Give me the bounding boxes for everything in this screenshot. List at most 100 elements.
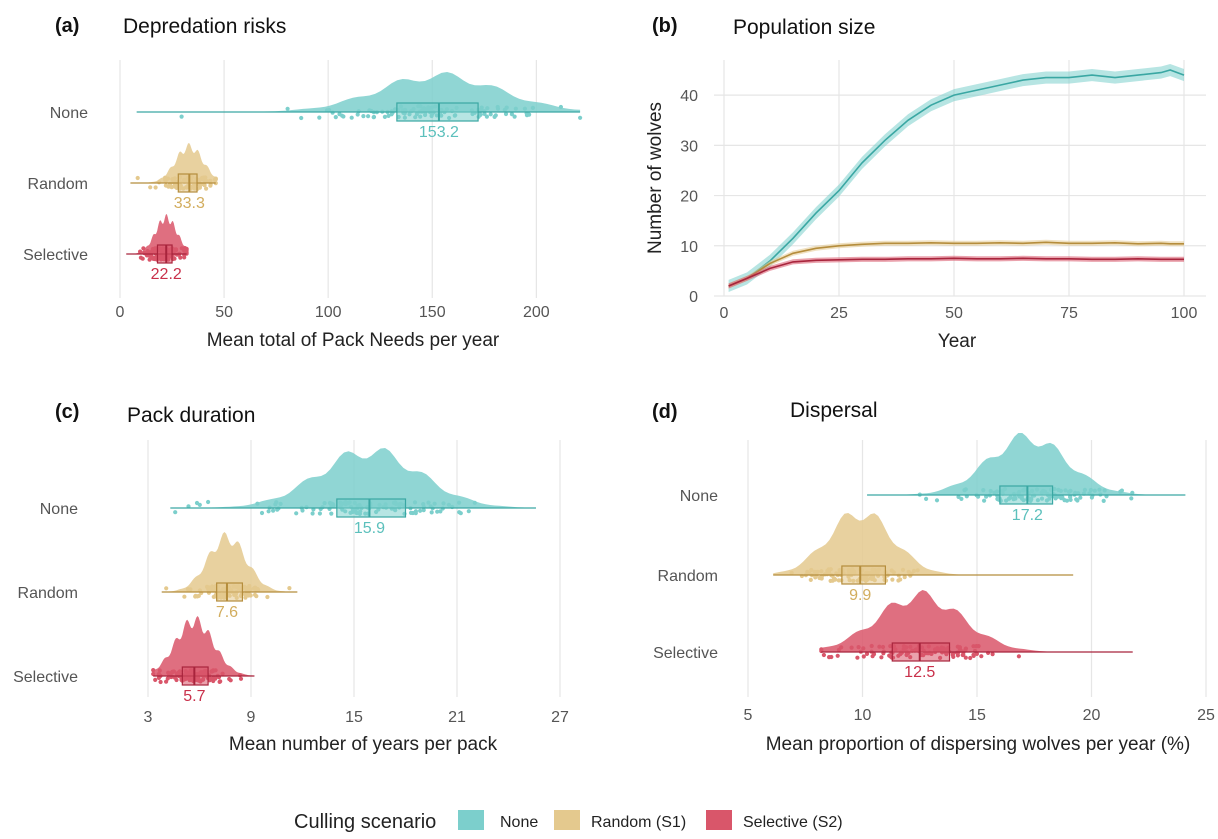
data-point-none [408,510,414,515]
data-point-selective [990,652,995,657]
data-point-selective [166,671,172,677]
density-cloud-random [773,513,1074,575]
median-label-none: 153.2 [419,124,459,141]
data-point-none [512,114,517,119]
panel-title: Depredation risks [123,15,286,38]
x-tick-label: 25 [1197,707,1215,724]
data-point-none [371,115,376,120]
x-tick-label: 20 [1083,707,1101,724]
data-point-none [1129,496,1134,501]
data-point-none [355,112,360,117]
data-point-none [429,510,434,515]
data-point-random [911,568,917,574]
data-point-none [173,510,178,515]
data-point-none [1130,490,1135,495]
data-point-selective [165,676,170,681]
data-point-none [333,115,338,120]
data-point-none [317,115,322,120]
data-point-none [259,510,265,516]
density-cloud-selective [821,590,1133,652]
data-point-random [890,577,895,582]
data-point-random [896,578,901,583]
data-point-selective [861,654,866,659]
data-point-none [488,112,493,117]
median-label-random: 9.9 [849,587,871,604]
data-point-selective [209,669,214,674]
median-label-selective: 12.5 [904,664,935,681]
data-point-none [527,112,532,117]
legend-swatch-selective [706,810,732,830]
data-point-none [558,104,564,110]
data-point-none [361,114,366,119]
data-point-none [428,504,433,509]
data-point-random [163,179,168,184]
data-point-selective [164,679,169,684]
x-tick-label: 15 [345,709,363,726]
category-label: Selective [23,247,88,264]
data-point-none [310,511,315,516]
data-point-selective [888,644,893,649]
data-point-none [266,509,271,514]
box-none [336,498,407,518]
data-point-none [356,109,361,114]
density-cloud-none [136,72,581,112]
data-point-none [1119,488,1124,493]
legend-label-none: None [500,814,538,831]
x-tick-label: 3 [144,709,153,726]
data-point-random [193,594,198,599]
median-label-none: 15.9 [354,520,385,537]
data-point-none [484,114,489,119]
data-point-none [472,500,477,505]
legend: Culling scenario None Random (S1) Select… [294,810,843,833]
legend-title: Culling scenario [294,811,436,833]
data-point-selective [864,651,870,657]
data-point-random [196,593,201,599]
data-point-random [248,593,253,598]
category-label: Selective [653,645,718,662]
data-point-selective [153,249,158,254]
data-point-selective [138,255,143,260]
data-point-none [393,107,398,112]
data-point-none [412,500,418,505]
data-point-none [988,488,993,494]
legend-swatch-none [458,810,484,830]
data-point-none [503,111,509,117]
data-point-none [982,498,987,503]
data-point-random [265,594,270,600]
data-point-selective [220,671,225,676]
data-point-random [815,569,820,574]
data-point-selective [158,679,163,685]
data-point-selective [856,645,861,650]
series-line-none [728,69,1185,287]
x-tick-label: 50 [945,305,963,322]
data-point-random [208,178,213,183]
x-tick-label: 10 [854,707,872,724]
panel-title: Population size [733,16,875,39]
data-point-selective [157,668,162,673]
data-point-selective [963,646,969,651]
data-point-none [299,115,304,121]
data-point-none [446,502,451,507]
data-point-none [1082,487,1087,492]
box-random [216,582,244,602]
data-point-selective [1016,654,1022,659]
data-point-none [495,104,500,110]
data-point-none [513,106,518,111]
x-tick-label: 100 [1171,305,1198,322]
legend-label-random: Random (S1) [591,814,686,831]
data-point-selective [951,654,956,660]
data-point-random [148,185,153,190]
data-point-none [197,502,202,507]
data-point-none [934,498,940,503]
data-point-random [202,183,207,188]
x-tick-label: 0 [116,304,125,321]
data-point-random [828,567,833,572]
data-point-selective [836,647,842,653]
data-point-random [812,569,817,575]
data-point-none [179,114,184,119]
data-point-none [482,109,487,114]
category-label: None [680,488,718,505]
data-point-random [169,185,174,190]
data-point-selective [174,252,180,257]
data-point-selective [880,644,886,650]
